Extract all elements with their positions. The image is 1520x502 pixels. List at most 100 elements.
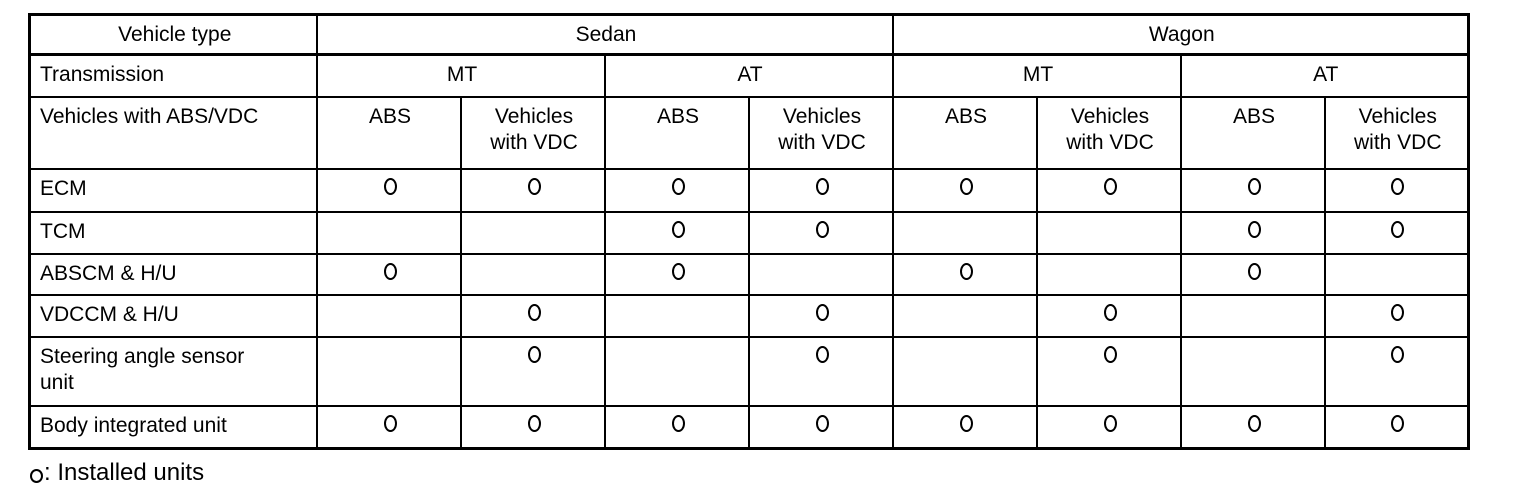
header-wagon-at: AT <box>1179 53 1470 98</box>
header-col-abs: ABS <box>1179 95 1326 170</box>
installed-circle-icon <box>959 414 973 432</box>
installed-circle-icon <box>383 262 397 280</box>
install-cell <box>315 404 462 450</box>
install-cell <box>315 210 462 255</box>
install-cell <box>459 404 606 450</box>
install-cell <box>603 210 750 255</box>
install-cell <box>1179 404 1326 450</box>
row-label-steering-angle-sensor: Steering angle sensor unit <box>28 335 318 407</box>
installed-circle-icon <box>1391 220 1405 238</box>
install-cell <box>747 335 894 407</box>
installed-circle-icon <box>527 303 541 321</box>
install-cell <box>747 167 894 213</box>
header-col-vdc: Vehicles with VDC <box>747 95 894 170</box>
header-col-abs: ABS <box>315 95 462 170</box>
installed-circle-icon <box>1247 220 1261 238</box>
installed-circle-icon <box>1247 177 1261 195</box>
install-cell <box>891 293 1038 338</box>
install-cell <box>1179 335 1326 407</box>
installed-circle-icon <box>815 220 829 238</box>
install-cell <box>603 252 750 296</box>
installed-circle-icon <box>959 177 973 195</box>
install-cell <box>1323 167 1470 213</box>
install-cell <box>459 335 606 407</box>
install-cell <box>1035 293 1182 338</box>
header-sedan-at: AT <box>603 53 894 98</box>
installed-units-table: Vehicle type Sedan Wagon Transmission MT… <box>28 13 1470 450</box>
install-cell <box>747 293 894 338</box>
install-cell <box>315 293 462 338</box>
install-cell <box>603 404 750 450</box>
install-cell <box>1035 335 1182 407</box>
install-cell <box>459 210 606 255</box>
install-cell <box>603 293 750 338</box>
installed-circle-icon <box>527 414 541 432</box>
install-cell <box>1035 252 1182 296</box>
installed-circle-icon <box>815 414 829 432</box>
install-cell <box>315 167 462 213</box>
installed-circle-icon <box>1391 414 1405 432</box>
install-cell <box>459 167 606 213</box>
install-cell <box>459 252 606 296</box>
installed-circle-icon <box>1247 414 1261 432</box>
install-cell <box>891 252 1038 296</box>
install-cell <box>747 210 894 255</box>
table-row-tcm: TCM <box>28 210 1470 255</box>
install-cell <box>315 252 462 296</box>
table-row-abscm: ABSCM & H/U <box>28 252 1470 296</box>
install-cell <box>1179 293 1326 338</box>
installed-circle-icon <box>815 177 829 195</box>
install-cell <box>1179 167 1326 213</box>
header-col-vdc: Vehicles with VDC <box>1323 95 1470 170</box>
legend-installed-units: : Installed units <box>30 459 204 487</box>
installed-circle-icon <box>1391 177 1405 195</box>
row-label-vdccm: VDCCM & H/U <box>28 293 318 338</box>
row-label-abscm: ABSCM & H/U <box>28 252 318 296</box>
installed-circle-icon <box>671 414 685 432</box>
installed-circle-icon <box>1103 345 1117 363</box>
install-cell <box>891 210 1038 255</box>
installed-circle-icon <box>1247 262 1261 280</box>
header-row-vehicle-type: Vehicle type Sedan Wagon <box>28 13 1470 56</box>
installed-circle-icon <box>815 345 829 363</box>
install-cell <box>1035 404 1182 450</box>
table-row-vdccm: VDCCM & H/U <box>28 293 1470 338</box>
installed-circle-icon <box>959 262 973 280</box>
install-cell <box>891 167 1038 213</box>
installed-circle-icon <box>1391 303 1405 321</box>
installed-circle-icon <box>383 414 397 432</box>
header-transmission: Transmission <box>28 53 318 98</box>
header-row-abs-vdc: Vehicles with ABS/VDC ABS Vehicles with … <box>28 95 1470 170</box>
install-cell <box>603 167 750 213</box>
header-col-abs: ABS <box>891 95 1038 170</box>
installed-units-icon <box>30 469 43 483</box>
install-cell <box>1323 252 1470 296</box>
row-label-body-integrated-unit: Body integrated unit <box>28 404 318 450</box>
install-cell <box>1035 210 1182 255</box>
installed-circle-icon <box>527 345 541 363</box>
install-cell <box>603 335 750 407</box>
header-abs-vdc-label: Vehicles with ABS/VDC <box>28 95 318 170</box>
header-col-vdc: Vehicles with VDC <box>1035 95 1182 170</box>
installed-circle-icon <box>527 177 541 195</box>
table-row-body-integrated-unit: Body integrated unit <box>28 404 1470 450</box>
legend-label: : Installed units <box>44 459 205 486</box>
install-cell <box>1323 210 1470 255</box>
row-label-ecm: ECM <box>28 167 318 213</box>
install-cell <box>1323 293 1470 338</box>
header-row-transmission: Transmission MT AT MT AT <box>28 53 1470 98</box>
install-cell <box>1179 252 1326 296</box>
header-sedan: Sedan <box>315 13 894 56</box>
install-cell <box>315 335 462 407</box>
header-vehicle-type: Vehicle type <box>28 13 318 56</box>
installed-circle-icon <box>1103 303 1117 321</box>
install-cell <box>459 293 606 338</box>
table-row-ecm: ECM <box>28 167 1470 213</box>
row-label-tcm: TCM <box>28 210 318 255</box>
installed-circle-icon <box>815 303 829 321</box>
install-cell <box>747 404 894 450</box>
install-cell <box>891 404 1038 450</box>
install-cell <box>1323 404 1470 450</box>
installed-circle-icon <box>1391 345 1405 363</box>
